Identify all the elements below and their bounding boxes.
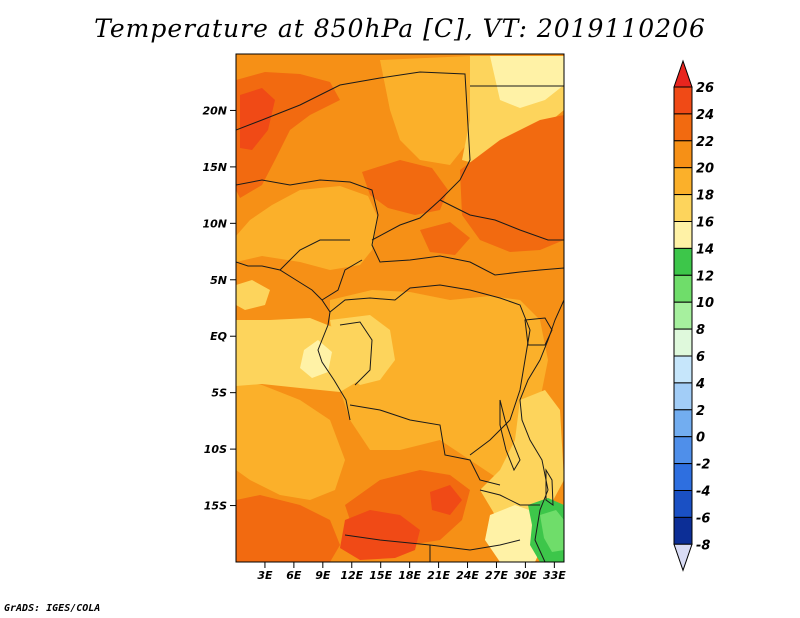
colorbar-label: 10: [696, 296, 714, 311]
colorbar-bin: [673, 301, 693, 330]
colorbar-bin: [673, 167, 693, 196]
lat-tick-label: 5S: [211, 387, 227, 400]
lon-tick-label: 24E: [456, 569, 479, 582]
border-north: [236, 71, 471, 241]
colorbar-bin: [673, 113, 693, 142]
colorbar-lower-arrow: [673, 543, 693, 572]
colorbar-label: 12: [696, 269, 714, 284]
colorbar-label: -6: [696, 511, 710, 526]
lon-tick-label: 12E: [340, 569, 363, 582]
colorbar-label: 6: [696, 350, 705, 365]
field-region-14-16-gabon-coast: [300, 340, 332, 378]
border-sudan-south: [439, 199, 564, 241]
field-region-16-18-gabon: [236, 280, 270, 310]
colorbar-label: 14: [696, 242, 714, 257]
border-lake-victoria: [524, 317, 553, 346]
lat-tick-label: 10N: [202, 217, 227, 230]
colorbar-bin: [673, 140, 693, 169]
field-region-16-18-congo-west: [330, 315, 395, 385]
field-region-16-18-gulf-guinea: [236, 318, 360, 392]
lon-tick-label: 27E: [485, 569, 508, 582]
border-mozambique: [479, 489, 540, 506]
colorbar-label: -2: [696, 458, 710, 473]
field-region-18-20-south-atlantic: [236, 380, 345, 500]
colorbar-label: 20: [696, 162, 714, 177]
lat-tick-label: EQ: [210, 330, 227, 343]
lon-tick-label: 21E: [427, 569, 450, 582]
field-region-22-24-chad: [362, 160, 448, 215]
colorbar-label: 8: [696, 323, 705, 338]
field-region-16-18-east-africa: [480, 390, 564, 520]
temperature-field: [236, 54, 564, 562]
border-nigeria: [279, 239, 350, 271]
lon-tick-label: 18E: [398, 569, 421, 582]
map-frame: [235, 53, 565, 563]
colorbar-bin: [673, 247, 693, 276]
lon-tick-label: 3E: [257, 569, 273, 582]
colorbar-label: 18: [696, 189, 714, 204]
border-angola-south: [344, 534, 521, 551]
country-borders: [236, 71, 564, 562]
field-region-24-26-zambia: [430, 485, 462, 515]
colorbar-label: 2: [696, 404, 705, 419]
colorbar-label: 16: [696, 216, 714, 231]
lon-tick-label: 6E: [286, 569, 302, 582]
lat-tick-label: 10S: [204, 443, 227, 456]
colorbar-bin: [673, 463, 693, 492]
lon-tick-label: 30E: [514, 569, 537, 582]
border-lake-malawi: [545, 468, 554, 507]
lat-tick-label: 15N: [202, 161, 227, 174]
lat-tick-label: 20N: [202, 104, 227, 117]
colorbar-upper-arrow: [673, 59, 693, 88]
colorbar-bin: [673, 328, 693, 357]
field-region-14-16-mozambique: [485, 505, 545, 562]
colorbar-bin: [673, 86, 693, 115]
field-region-22-24-car: [420, 222, 470, 255]
lon-tick-label: 9E: [315, 569, 331, 582]
border-gabon-congo: [339, 321, 373, 386]
colorbar-bin: [673, 516, 693, 545]
colorbar-label: -4: [696, 485, 710, 500]
coastline-east-africa: [519, 299, 564, 562]
lon-tick-label: 33E: [543, 569, 566, 582]
longitude-axis: 3E 6E 9E 12E 15E 18E 21E 24E 27E 30E 33E: [257, 562, 566, 582]
border-sahel: [236, 179, 564, 276]
field-region-22-24-south-atlantic: [236, 495, 340, 562]
border-drc-angola: [349, 404, 501, 486]
colorbar-bin: [673, 355, 693, 384]
colorbar-label: 24: [696, 108, 714, 123]
colorbar-bin: [673, 409, 693, 438]
grads-credit: GrADS: IGES/COLA: [4, 603, 101, 614]
latitude-axis: 20N 15N 10N 5N EQ 5S 10S 15S: [202, 104, 236, 513]
colorbar-bin: [673, 490, 693, 518]
colorbar-bin: [673, 436, 693, 465]
field-region-18-20-sahara-north: [380, 56, 480, 165]
border-lake-tanganyika: [499, 399, 521, 472]
colorbar-bin: [673, 221, 693, 249]
colorbar-bin: [673, 274, 693, 303]
colorbar-bin: [673, 194, 693, 223]
lat-tick-label: 5N: [210, 274, 227, 287]
field-region-10-12-mozambique-highlands: [540, 510, 564, 552]
colorbar-label: 4: [695, 377, 705, 392]
colorbar-label: -8: [696, 538, 710, 553]
colorbar-label: 26: [696, 81, 714, 96]
lat-tick-label: 15S: [204, 500, 227, 513]
field-region-18-20-west-africa: [236, 186, 378, 270]
border-congo-basin: [329, 284, 531, 456]
colorbar-label: 22: [696, 135, 714, 150]
colorbar-bin: [673, 382, 693, 411]
border-cameroon: [321, 259, 363, 301]
field-region-24-26-mali: [240, 88, 275, 150]
colorbar-label: 0: [696, 431, 705, 446]
lon-tick-label: 15E: [369, 569, 392, 582]
field-region-24-26-angola-south: [340, 510, 420, 560]
field-region-14-16-egypt-east: [490, 56, 564, 108]
map-title: Temperature at 850hPa [C], VT: 201911020…: [94, 14, 706, 43]
